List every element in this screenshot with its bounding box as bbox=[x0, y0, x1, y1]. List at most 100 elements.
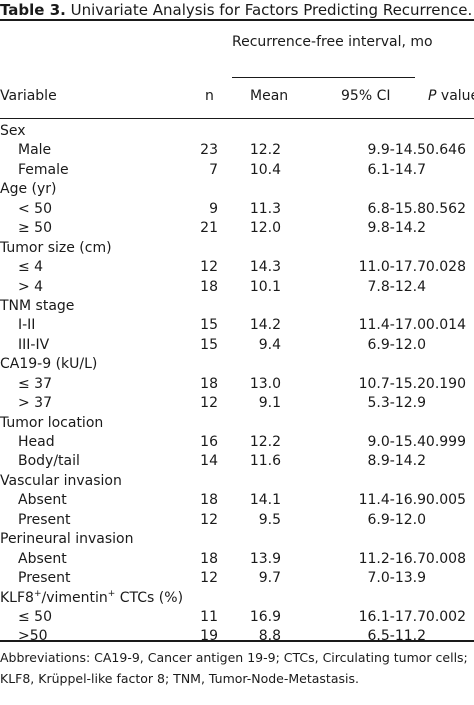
table-group-row: Tumor size (cm) bbox=[0, 239, 474, 258]
cell-ci: 10.7-15.2 bbox=[358, 375, 426, 392]
cell-variable: ≥ 50 bbox=[18, 220, 52, 237]
cell-variable: ≤ 4 bbox=[18, 259, 44, 276]
cell-ci: 7.0-13.9 bbox=[367, 570, 427, 587]
header-variable: Variable bbox=[0, 88, 57, 104]
table-row: Female 7 10.4 6.1-14.7 bbox=[0, 161, 474, 180]
table-label: Table 3. bbox=[0, 1, 66, 19]
cell-ci: 6.5-11.2 bbox=[367, 628, 427, 645]
table-row: ≤ 50 11 16.9 16.1-17.7 0.002 bbox=[0, 608, 474, 627]
table-group-row: Age (yr) bbox=[0, 180, 474, 199]
cell-n: 7 bbox=[209, 161, 218, 178]
cell-n: 12 bbox=[200, 395, 218, 412]
cell-p-value: 0.005 bbox=[425, 492, 466, 509]
table-row: >50 19 8.8 6.5-11.2 bbox=[0, 627, 474, 646]
cell-n: 16 bbox=[200, 434, 218, 450]
table-group-row: CA19-9 (kU/L) bbox=[0, 355, 474, 374]
cell-p-value: 0.562 bbox=[425, 200, 466, 217]
table-row: III-IV 15 9.4 6.9-12.0 bbox=[0, 336, 474, 355]
cell-ci: 11.0-17.7 bbox=[358, 259, 426, 276]
cell-n: 18 bbox=[200, 278, 218, 295]
cell-variable: > 37 bbox=[18, 395, 52, 412]
cell-ci: 9.0-15.4 bbox=[367, 434, 427, 450]
cell-n: 23 bbox=[200, 142, 218, 159]
cell-mean: 9.5 bbox=[258, 511, 281, 528]
table-row: Absent 18 14.1 11.4-16.9 0.005 bbox=[0, 491, 474, 510]
table-row: Present 12 9.5 6.9-12.0 bbox=[0, 511, 474, 530]
cell-mean: 12.0 bbox=[249, 220, 281, 237]
cell-variable: Tumor size (cm) bbox=[0, 239, 112, 256]
cell-mean: 11.6 bbox=[249, 453, 281, 470]
cell-mean: 10.1 bbox=[249, 278, 281, 295]
cell-mean: 14.1 bbox=[249, 492, 281, 509]
cell-variable: >50 bbox=[18, 628, 48, 645]
cell-n: 9 bbox=[209, 200, 218, 217]
table-group-row: KLF8+/vimentin+ CTCs (%) bbox=[0, 589, 474, 608]
table-row: Present 12 9.7 7.0-13.9 bbox=[0, 569, 474, 588]
table-title: Univariate Analysis for Factors Predicti… bbox=[65, 1, 473, 19]
cell-mean: 8.8 bbox=[258, 628, 281, 645]
table-row: ≥ 50 21 12.0 9.8-14.2 bbox=[0, 219, 474, 238]
cell-mean: 16.9 bbox=[249, 608, 281, 625]
bottom-rule bbox=[0, 640, 474, 642]
cell-mean: 13.0 bbox=[249, 375, 281, 392]
header-recurrence-free-interval: Recurrence-free interval, mo bbox=[232, 34, 433, 50]
var-text: KLF8 bbox=[0, 589, 34, 606]
cell-variable: KLF8+/vimentin+ CTCs (%) bbox=[0, 589, 183, 608]
cell-n: 21 bbox=[200, 220, 218, 237]
cell-variable: Male bbox=[18, 142, 52, 159]
cell-n: 19 bbox=[200, 628, 218, 645]
cell-variable: Vascular invasion bbox=[0, 472, 122, 489]
header-p-value: P value bbox=[428, 88, 474, 104]
cell-ci: 8.9-14.2 bbox=[367, 453, 427, 470]
cell-p-value: 0.014 bbox=[425, 317, 466, 334]
cell-ci: 6.8-15.8 bbox=[367, 200, 427, 217]
cell-mean: 10.4 bbox=[249, 161, 281, 178]
table-row: > 37 12 9.1 5.3-12.9 bbox=[0, 394, 474, 413]
cell-ci: 9.9-14.5 bbox=[367, 142, 427, 159]
table-row: Male 23 12.2 9.9-14.5 0.646 bbox=[0, 141, 474, 160]
table-group-row: Sex bbox=[0, 122, 474, 141]
cell-variable: CA19-9 (kU/L) bbox=[0, 356, 98, 373]
cell-variable: Body/tail bbox=[18, 453, 80, 470]
cell-variable: Present bbox=[18, 511, 71, 528]
cell-variable: ≤ 50 bbox=[18, 608, 52, 625]
top-rule bbox=[0, 19, 474, 21]
table-row: I-II 15 14.2 11.4-17.0 0.014 bbox=[0, 316, 474, 335]
table-group-row: Vascular invasion bbox=[0, 472, 474, 491]
header-mean: Mean bbox=[250, 88, 289, 104]
cell-n: 12 bbox=[200, 511, 218, 528]
cell-p-value: 0.646 bbox=[425, 142, 466, 159]
cell-ci: 6.1-14.7 bbox=[367, 161, 427, 178]
table-row: ≤ 37 18 13.0 10.7-15.2 0.190 bbox=[0, 375, 474, 394]
table-footnote: Abbreviations: CA19-9, Cancer antigen 19… bbox=[0, 650, 468, 686]
cell-ci: 16.1-17.7 bbox=[358, 608, 426, 625]
cell-n: 12 bbox=[200, 259, 218, 276]
cell-ci: 5.3-12.9 bbox=[367, 395, 427, 412]
table-row: Body/tail 14 11.6 8.9-14.2 bbox=[0, 452, 474, 471]
cell-p-value: 0.999 bbox=[425, 434, 466, 450]
cell-variable: TNM stage bbox=[0, 297, 75, 314]
header-rule bbox=[0, 118, 474, 119]
cell-n: 12 bbox=[200, 570, 218, 587]
cell-mean: 9.7 bbox=[258, 570, 281, 587]
cell-n: 14 bbox=[200, 453, 218, 470]
table-row: ≤ 4 12 14.3 11.0-17.7 0.028 bbox=[0, 258, 474, 277]
cell-variable: Female bbox=[18, 161, 69, 178]
cell-variable: ≤ 37 bbox=[18, 375, 52, 392]
cell-variable: < 50 bbox=[18, 200, 52, 217]
cell-ci: 7.8-12.4 bbox=[367, 278, 427, 295]
cell-ci: 11.4-17.0 bbox=[358, 317, 426, 334]
cell-variable: Tumor location bbox=[0, 414, 104, 431]
cell-mean: 12.2 bbox=[249, 142, 281, 159]
cell-mean: 13.9 bbox=[249, 550, 281, 567]
cell-p-value: 0.008 bbox=[425, 550, 466, 567]
cell-p-value: 0.190 bbox=[425, 375, 466, 392]
cell-p-value: 0.028 bbox=[425, 259, 466, 276]
table-body: Sex Male 23 12.2 9.9-14.5 0.646 Female 7 10.4 6.1… bbox=[0, 122, 474, 647]
header-p-italic: P bbox=[428, 88, 437, 104]
cell-n: 18 bbox=[200, 375, 218, 392]
table-caption: Table 3. Univariate Analysis for Factors… bbox=[0, 0, 472, 20]
cell-mean: 12.2 bbox=[249, 434, 281, 450]
header-ci: 95% CI bbox=[341, 88, 391, 104]
cell-variable: Absent bbox=[18, 492, 67, 509]
